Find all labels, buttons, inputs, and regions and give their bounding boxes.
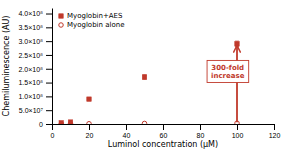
annotation-arrow xyxy=(236,46,238,122)
tick-mark xyxy=(46,14,52,15)
tick-mark xyxy=(200,124,201,130)
tick: 100 xyxy=(232,124,244,139)
tick-label: 20 xyxy=(86,132,94,139)
tick: 2.5×10⁸ xyxy=(18,52,52,59)
error-bar xyxy=(87,98,91,101)
tick: 0 xyxy=(39,121,52,128)
tick-label: 120 xyxy=(269,132,281,139)
legend: Myoglobin+AESMyoglobin alone xyxy=(59,12,125,29)
legend-label: Myoglobin alone xyxy=(67,21,124,29)
tick-mark xyxy=(46,27,52,28)
tick-mark xyxy=(46,69,52,70)
point xyxy=(142,75,147,80)
tick-label: 4.0×10⁸ xyxy=(18,10,43,17)
tick: 40 xyxy=(123,124,131,139)
tick-mark xyxy=(46,41,52,42)
tick-label: 2.5×10⁸ xyxy=(18,52,43,59)
tick: 5.0×10⁷ xyxy=(19,107,52,114)
tick-label: 2.0×10⁸ xyxy=(18,66,43,73)
legend-item: Myoglobin alone xyxy=(59,21,125,29)
tick: 2.0×10⁸ xyxy=(18,66,52,73)
tick-mark xyxy=(46,83,52,84)
tick-mark xyxy=(237,124,238,130)
tick-label: 60 xyxy=(160,132,168,139)
tick-mark xyxy=(46,124,52,125)
tick: 60 xyxy=(160,124,168,139)
tick-label: 5.0×10⁷ xyxy=(19,107,44,114)
point xyxy=(235,42,240,47)
series xyxy=(59,121,239,124)
tick: 20 xyxy=(86,124,94,139)
tick-label: 1.0×10⁸ xyxy=(18,93,43,100)
tick: 4.0×10⁸ xyxy=(18,10,52,17)
error-bar xyxy=(143,75,147,79)
tick-label: 100 xyxy=(232,132,244,139)
x-axis: 0 20 40 60 80 100 120 xyxy=(51,124,281,139)
x-axis-title: Luminol concentration (μM) xyxy=(108,140,218,149)
tick: 80 xyxy=(197,124,205,139)
tick: 120 xyxy=(269,124,281,139)
tick-mark xyxy=(46,96,52,97)
annotation-box xyxy=(207,60,249,82)
plot: 0 20 40 60 80 100 120 0 5.0×10⁷ 1.0×10⁸ 1.5×10⁸ 2.0… xyxy=(18,9,280,139)
tick-label: 3.5×10⁸ xyxy=(18,24,43,31)
chart: 0 20 40 60 80 100 120 0 5.0×10⁷ 1.0×10⁸ 1.5×10⁸ 2.0… xyxy=(0,0,282,150)
tick-mark xyxy=(52,124,53,130)
tick-label: 1.5×10⁸ xyxy=(18,79,43,86)
point xyxy=(68,122,73,124)
tick-mark xyxy=(163,124,164,130)
tick-label: 80 xyxy=(197,132,205,139)
y-axis: 0 5.0×10⁷ 1.0×10⁸ 1.5×10⁸ 2.0×10⁸ 2.5×10⁸ 3.0×… xyxy=(18,9,52,128)
point xyxy=(87,121,92,124)
legend-symbol xyxy=(59,23,64,28)
tick-mark xyxy=(46,55,52,56)
tick-label: 3.0×10⁸ xyxy=(18,38,43,45)
tick: 3.5×10⁸ xyxy=(18,24,52,31)
point xyxy=(87,97,92,102)
annotation-text: 300-foldincrease xyxy=(211,63,245,79)
tick-mark xyxy=(126,124,127,130)
tick: 1.5×10⁸ xyxy=(18,79,52,86)
error-bar xyxy=(235,41,239,47)
tick-mark xyxy=(46,110,52,111)
tick: 3.0×10⁸ xyxy=(18,38,52,45)
tick-label: 40 xyxy=(123,132,131,139)
tick-label: 0 xyxy=(51,132,55,139)
tick: 1.0×10⁸ xyxy=(18,93,52,100)
legend-symbol xyxy=(59,14,64,19)
tick-mark xyxy=(274,124,275,130)
legend-label: Myoglobin+AES xyxy=(67,12,123,20)
tick-mark xyxy=(89,124,90,130)
point xyxy=(142,121,147,124)
axis-line xyxy=(52,9,53,125)
tick: 0 xyxy=(51,124,55,139)
point xyxy=(59,122,64,124)
annotation: 300-foldincrease xyxy=(207,60,249,82)
tick-label: 0 xyxy=(39,121,43,128)
legend-item: Myoglobin+AES xyxy=(59,12,123,20)
y-axis-title: Chemiluminescence (AU) xyxy=(2,16,11,117)
